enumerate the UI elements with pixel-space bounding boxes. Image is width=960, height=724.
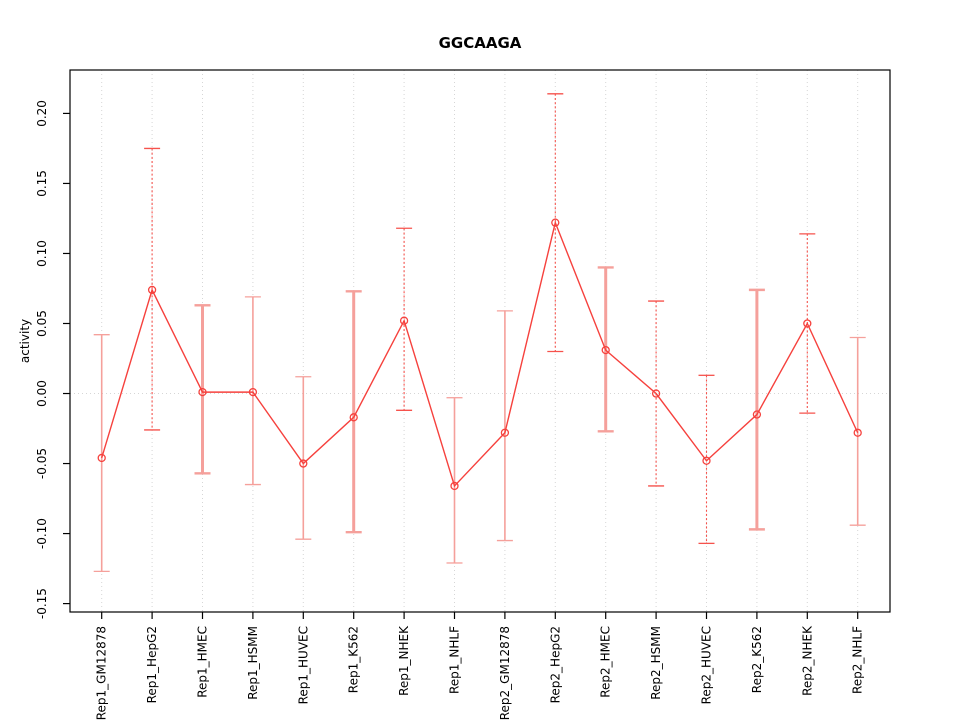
x-category-label: Rep2_HSMM [649, 626, 663, 700]
y-tick-labels: 0.20 0.15 0.10 0.05 0.00 -0.05 -0.10 -0.15 [35, 100, 49, 619]
data-point-marker [198, 387, 207, 397]
error-bar [345, 290, 362, 534]
error-bar [446, 397, 463, 564]
data-point-marker [97, 453, 106, 463]
x-category-label: Rep2_NHEK [800, 625, 814, 696]
data-point-marker [500, 428, 510, 437]
y-tick-label: 0.00 [35, 380, 49, 407]
x-category-label: Rep2_HMEC [599, 626, 613, 698]
x-category-label: Rep1_NHEK [397, 625, 411, 696]
data-point-marker [853, 428, 862, 437]
x-category-label: Rep1_K562 [347, 626, 361, 693]
error-bar [295, 376, 312, 540]
y-tick-label: 0.10 [35, 240, 49, 267]
data-point-marker [349, 413, 358, 422]
data-point-marker [752, 410, 762, 419]
error-bar [244, 296, 261, 486]
data-point-marker [803, 319, 812, 328]
series [101, 220, 859, 488]
data-point-marker [651, 389, 661, 398]
data-point-marker [399, 316, 409, 325]
x-category-label: Rep2_HepG2 [548, 626, 562, 703]
error-bars [93, 93, 866, 573]
data-point-marker [601, 345, 610, 355]
error-bar [396, 227, 413, 411]
y-axis-label: activity [18, 319, 32, 363]
series-line [101, 220, 859, 488]
chart-title: GGCAAGA [439, 34, 522, 52]
x-category-label: Rep1_HSMM [246, 626, 260, 700]
data-point-marker [702, 456, 711, 465]
y-tick-label: -0.05 [35, 448, 49, 479]
error-bar [194, 304, 211, 475]
data-point-marker [248, 387, 258, 397]
plot-border [69, 69, 891, 613]
x-category-label: Rep2_K562 [750, 626, 764, 693]
error-bar [93, 334, 110, 573]
gridlines [70, 70, 890, 612]
y-tick-label: 0.15 [35, 170, 49, 197]
error-bar [698, 374, 715, 545]
x-category-label: Rep1_HUVEC [296, 626, 310, 704]
x-category-label: Rep1_NHLF [448, 626, 462, 694]
y-tick-label: 0.20 [35, 100, 49, 127]
x-category-label: Rep1_GM12878 [95, 626, 109, 720]
data-point-marker [450, 481, 459, 491]
data-point-marker [147, 285, 157, 295]
x-category-label: Rep2_NHLF [851, 626, 865, 694]
error-bar [547, 93, 564, 353]
data-points [97, 218, 862, 491]
error-bar [144, 147, 161, 431]
data-point-marker [551, 218, 560, 227]
error-bar [496, 310, 513, 542]
y-tick-label: 0.05 [35, 310, 49, 337]
x-category-label: Rep1_HMEC [196, 626, 210, 698]
x-category-label: Rep2_GM12878 [498, 626, 512, 720]
data-point-marker [299, 459, 308, 468]
x-category-labels: Rep1_GM12878 Rep1_HepG2 Rep1_HMEC Rep1_HSMM… [95, 625, 865, 720]
y-tick-label: -0.10 [35, 518, 49, 549]
y-tick-label: -0.15 [35, 588, 49, 619]
error-bar [748, 288, 765, 531]
x-category-label: Rep1_HepG2 [145, 626, 159, 703]
axis-ticks [63, 112, 859, 619]
x-category-label: Rep2_HUVEC [700, 626, 714, 704]
